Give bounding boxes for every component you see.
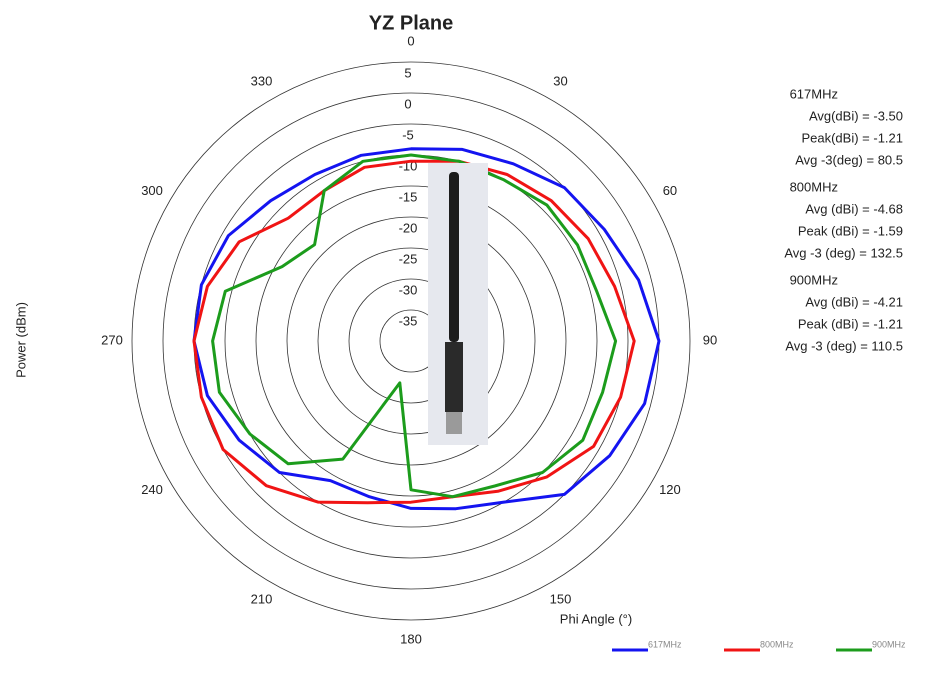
annotation-line: Avg -3 (deg) = 132.5 (784, 245, 903, 260)
r-tick-label: 5 (404, 65, 411, 80)
antenna-photo (428, 163, 488, 445)
annotation-line: Avg -3 (deg) = 110.5 (785, 338, 903, 353)
r-tick-label: -30 (399, 282, 418, 297)
r-tick-label: -20 (399, 220, 418, 235)
grid-ring (317, 247, 505, 435)
series-line (192, 147, 661, 511)
theta-tick-label: 180 (400, 631, 422, 646)
x-axis-label: Phi Angle (°) (560, 611, 632, 626)
annotation-line: Avg -3(deg) = 80.5 (795, 152, 903, 167)
r-tick-label: -35 (399, 313, 418, 328)
legend-label: 617MHz (648, 639, 682, 649)
annotation-line: Avg (dBi) = -4.68 (805, 201, 903, 216)
annotation-title: 800MHz (790, 179, 838, 194)
annotation-line: Avg (dBi) = -4.21 (805, 294, 903, 309)
legend-label: 900MHz (872, 639, 906, 649)
series-line (192, 159, 636, 505)
annotation-line: Peak (dBi) = -1.21 (798, 316, 903, 331)
theta-tick-label: 60 (663, 183, 677, 198)
r-tick-label: -5 (402, 127, 414, 142)
theta-tick-label: 30 (553, 73, 567, 88)
series-line (211, 153, 618, 499)
theta-tick-label: 150 (550, 591, 572, 606)
chart-title: YZ Plane (369, 12, 453, 34)
annotation-title: 900MHz (790, 272, 838, 287)
theta-tick-label: 300 (141, 183, 163, 198)
grid-ring (255, 185, 567, 497)
y-axis-label: Power (dBm) (13, 302, 28, 378)
theta-tick-label: 90 (703, 332, 717, 347)
legend-label: 800MHz (760, 639, 794, 649)
theta-tick-label: 120 (659, 482, 681, 497)
annotation-title: 617MHz (790, 86, 838, 101)
r-tick-label: -15 (399, 189, 418, 204)
annotation-line: Peak (dBi) = -1.59 (798, 223, 903, 238)
annotation-line: Peak(dBi) = -1.21 (801, 130, 903, 145)
grid-ring (286, 216, 536, 466)
theta-tick-label: 240 (141, 482, 163, 497)
theta-tick-label: 270 (101, 332, 123, 347)
annotation-line: Avg(dBi) = -3.50 (809, 108, 903, 123)
legend: 617MHz 800MHz 900MHz (612, 639, 906, 652)
grid-ring (131, 61, 691, 621)
theta-tick-label: 210 (251, 591, 273, 606)
r-tick-label: 0 (404, 96, 411, 111)
theta-tick-label: 0 (407, 33, 414, 48)
theta-tick-label: 330 (251, 73, 273, 88)
r-tick-label: -25 (399, 251, 418, 266)
